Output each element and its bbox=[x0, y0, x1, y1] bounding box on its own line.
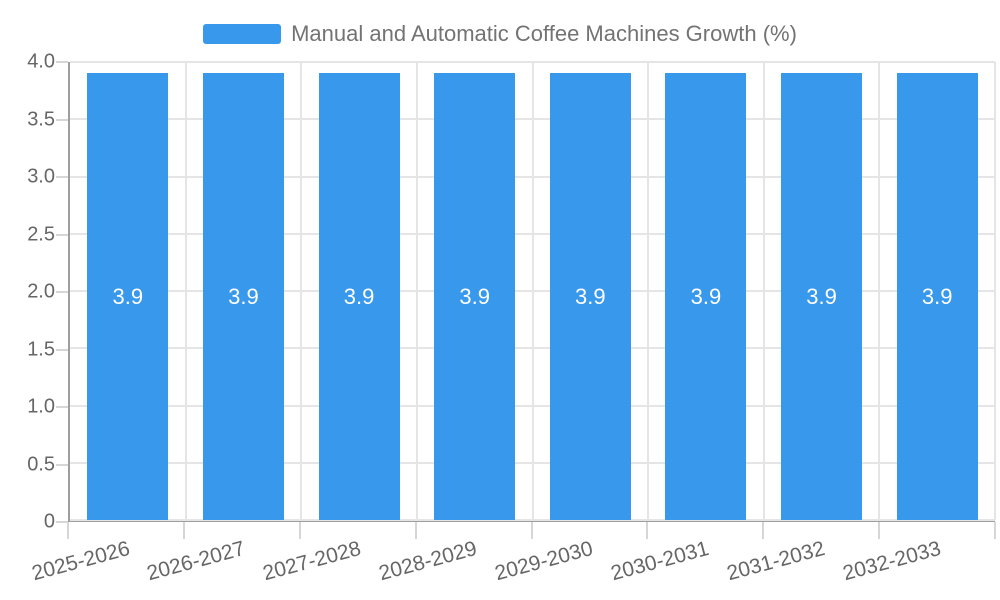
bar-slot: 3.9 bbox=[648, 62, 764, 520]
bar-2030-2031[interactable]: 3.9 bbox=[665, 73, 747, 520]
v-gridline bbox=[184, 62, 187, 520]
bar-2028-2029[interactable]: 3.9 bbox=[434, 73, 516, 520]
x-tick-label: 2032-2033 bbox=[840, 537, 944, 586]
plot-area: 3.9 3.9 3.9 3.9 3.9 3.9 3.9 3.9 bbox=[68, 61, 996, 522]
bar-value-label: 3.9 bbox=[575, 283, 606, 309]
bar-2029-2030[interactable]: 3.9 bbox=[549, 73, 631, 520]
bar-value-label: 3.9 bbox=[921, 283, 953, 309]
y-tick-label: 1.0 bbox=[27, 395, 55, 418]
v-gridline bbox=[762, 62, 765, 520]
bar-value-label: 3.9 bbox=[112, 283, 144, 309]
v-gridline bbox=[531, 62, 534, 520]
y-tick-label: 2.5 bbox=[27, 223, 55, 245]
gridlines bbox=[70, 61, 996, 521]
bar-slot: 3.9 bbox=[186, 62, 302, 520]
bar-value-label: 3.9 bbox=[228, 283, 259, 309]
y-tick-label: 0.5 bbox=[27, 453, 55, 475]
x-axis-labels: 2025-2026 2026-2027 2027-2028 2028-2029 2029… bbox=[29, 522, 995, 600]
bar-2027-2028[interactable]: 3.9 bbox=[318, 73, 400, 520]
x-tick-label: 2025-2026 bbox=[28, 537, 132, 586]
bar-value-label: 3.9 bbox=[343, 283, 375, 309]
v-gridline bbox=[647, 62, 650, 520]
x-tick-label: 2028-2029 bbox=[376, 537, 480, 586]
x-tick-label: 2029-2030 bbox=[492, 537, 596, 586]
bar-slot: 3.9 bbox=[764, 62, 880, 520]
y-tick-label: 4.0 bbox=[27, 50, 55, 73]
x-tick-label: 2027-2028 bbox=[260, 537, 364, 586]
v-gridline bbox=[878, 62, 881, 520]
bars-container: 3.9 3.9 3.9 3.9 3.9 3.9 3.9 3.9 bbox=[70, 62, 995, 520]
bar-value-label: 3.9 bbox=[459, 283, 490, 309]
v-gridline bbox=[994, 62, 996, 520]
bar-2026-2027[interactable]: 3.9 bbox=[202, 73, 284, 520]
h-gridline bbox=[70, 519, 995, 521]
bar-slot: 3.9 bbox=[533, 62, 649, 520]
bar-2025-2026[interactable]: 3.9 bbox=[87, 73, 169, 520]
x-tick-label: 2026-2027 bbox=[144, 537, 248, 586]
v-gridline bbox=[415, 62, 418, 520]
y-tick-label: 3.5 bbox=[27, 108, 55, 130]
y-tick-label: 1.5 bbox=[27, 338, 55, 360]
v-gridline bbox=[300, 62, 303, 520]
bar-slot: 3.9 bbox=[417, 62, 533, 520]
legend-item[interactable]: Manual and Automatic Coffee Machines Gro… bbox=[0, 21, 1000, 47]
legend-swatch bbox=[203, 24, 282, 44]
bar-2032-2033[interactable]: 3.9 bbox=[896, 73, 978, 520]
x-tick-label: 2031-2032 bbox=[724, 537, 828, 586]
y-tick-label: 3.0 bbox=[27, 165, 55, 188]
legend-label: Manual and Automatic Coffee Machines Gro… bbox=[291, 21, 797, 46]
bar-2031-2032[interactable]: 3.9 bbox=[781, 73, 863, 520]
x-tick-label: 2030-2031 bbox=[608, 537, 712, 586]
bar-slot: 3.9 bbox=[879, 62, 995, 520]
y-tick-label: 2.0 bbox=[27, 280, 55, 303]
y-tick-label: 0 bbox=[43, 510, 55, 533]
y-axis-labels: 4.0 3.5 3.0 2.5 2.0 1.5 1.0 0.5 0 bbox=[0, 51, 60, 533]
bar-value-label: 3.9 bbox=[690, 283, 722, 309]
bar-value-label: 3.9 bbox=[806, 283, 837, 309]
bar-slot: 3.9 bbox=[301, 62, 417, 520]
bar-slot: 3.9 bbox=[70, 62, 186, 520]
